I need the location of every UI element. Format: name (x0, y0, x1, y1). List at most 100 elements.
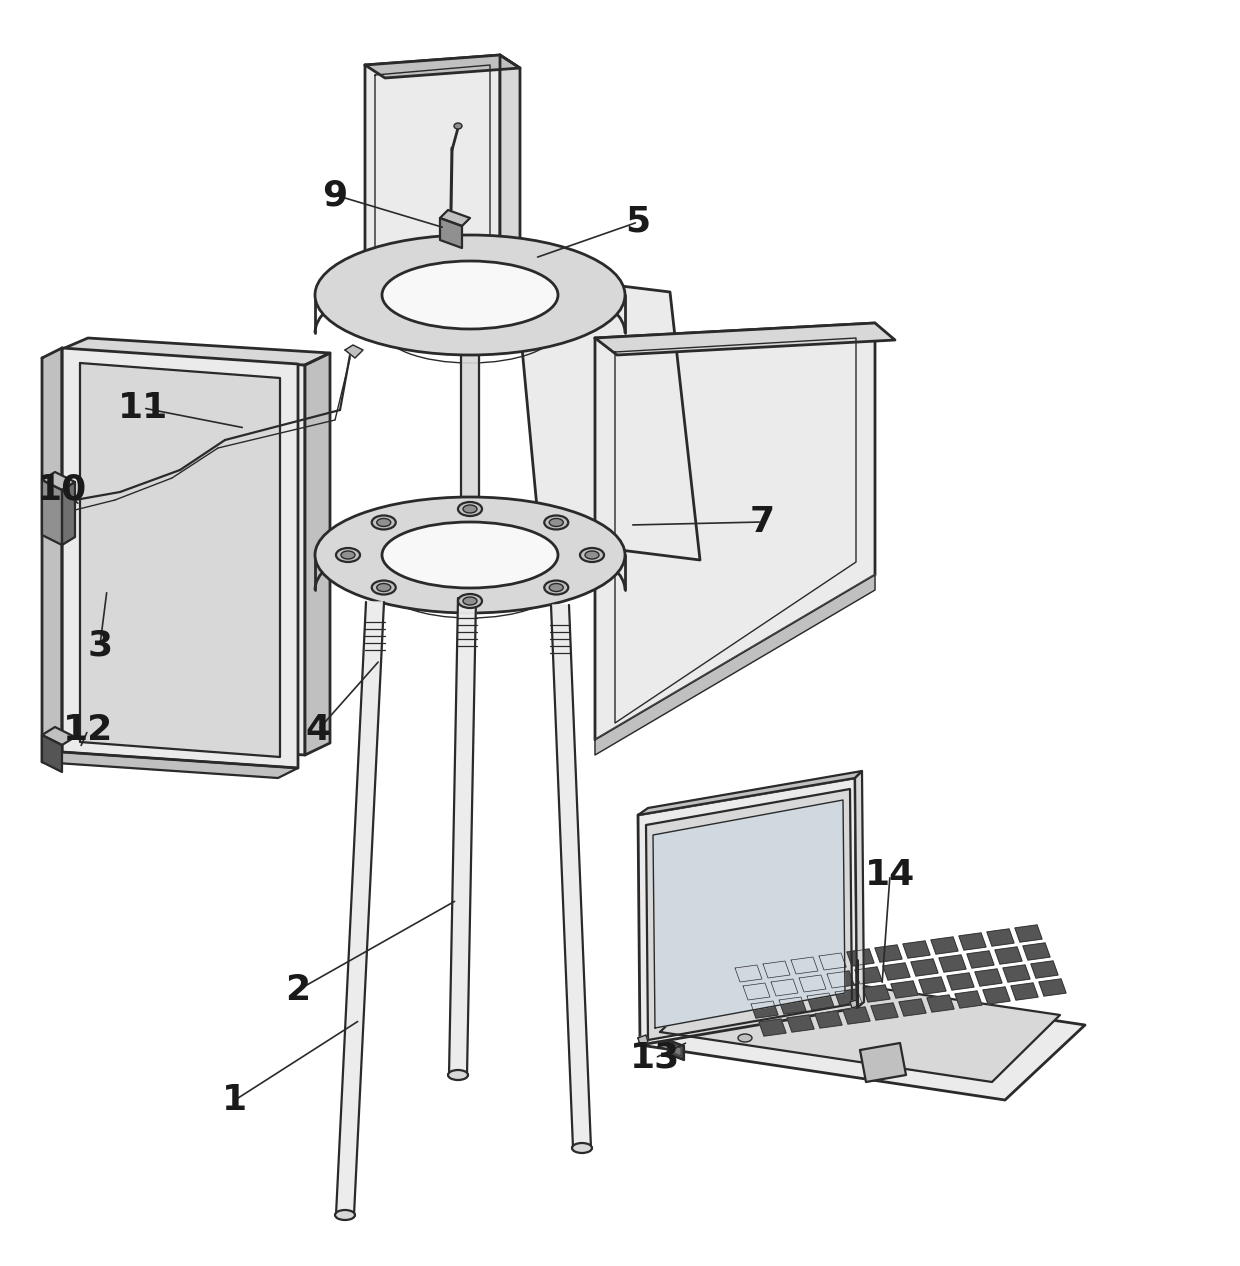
Text: 4: 4 (305, 713, 331, 747)
Polygon shape (735, 965, 763, 982)
Polygon shape (849, 1000, 858, 1008)
Polygon shape (440, 210, 470, 227)
Polygon shape (815, 1012, 842, 1028)
Polygon shape (903, 941, 930, 958)
Polygon shape (660, 966, 1060, 1082)
Polygon shape (983, 987, 1011, 1004)
Ellipse shape (572, 1143, 591, 1153)
Polygon shape (807, 993, 835, 1010)
Ellipse shape (377, 584, 391, 591)
Polygon shape (791, 957, 818, 974)
Polygon shape (62, 348, 298, 768)
Ellipse shape (336, 548, 360, 562)
Ellipse shape (315, 498, 625, 613)
Ellipse shape (315, 235, 625, 354)
Ellipse shape (448, 1070, 467, 1080)
Text: 5: 5 (625, 205, 651, 239)
Polygon shape (42, 736, 62, 772)
Polygon shape (500, 54, 520, 279)
Ellipse shape (544, 581, 568, 595)
Polygon shape (336, 603, 384, 1215)
Polygon shape (1011, 982, 1038, 1000)
Polygon shape (595, 323, 895, 354)
Ellipse shape (382, 522, 558, 587)
Text: 1: 1 (222, 1082, 248, 1117)
Text: 9: 9 (322, 179, 347, 211)
Polygon shape (919, 977, 946, 994)
Ellipse shape (549, 519, 563, 527)
Polygon shape (1023, 943, 1050, 960)
Polygon shape (81, 363, 280, 757)
Ellipse shape (463, 598, 477, 605)
Polygon shape (875, 944, 901, 962)
Polygon shape (763, 961, 790, 979)
Polygon shape (60, 338, 330, 365)
Polygon shape (515, 273, 701, 560)
Ellipse shape (738, 1034, 751, 1042)
Polygon shape (863, 985, 890, 1001)
Polygon shape (639, 1036, 649, 1044)
Ellipse shape (463, 505, 477, 513)
Polygon shape (668, 1039, 684, 1060)
Polygon shape (1039, 979, 1066, 996)
Polygon shape (870, 1003, 898, 1020)
Text: 11: 11 (118, 391, 169, 425)
Polygon shape (42, 480, 62, 544)
Polygon shape (994, 947, 1022, 963)
Polygon shape (42, 752, 298, 779)
Polygon shape (595, 575, 875, 755)
Polygon shape (449, 598, 476, 1075)
Polygon shape (975, 968, 1002, 986)
Polygon shape (639, 771, 862, 815)
Polygon shape (947, 974, 973, 990)
Ellipse shape (458, 503, 482, 517)
Ellipse shape (580, 548, 604, 562)
Polygon shape (759, 1019, 786, 1036)
Polygon shape (967, 951, 994, 968)
Polygon shape (861, 1043, 906, 1082)
Polygon shape (771, 979, 799, 996)
Polygon shape (818, 953, 846, 970)
Polygon shape (345, 346, 363, 358)
Text: 3: 3 (88, 628, 113, 662)
Ellipse shape (377, 519, 391, 527)
Text: 7: 7 (749, 505, 775, 539)
Ellipse shape (458, 594, 482, 608)
Ellipse shape (549, 584, 563, 591)
Polygon shape (856, 771, 864, 1008)
Polygon shape (928, 995, 954, 1012)
Text: 12: 12 (63, 713, 113, 747)
Ellipse shape (372, 515, 396, 529)
Polygon shape (931, 937, 959, 955)
Text: 2: 2 (285, 974, 310, 1006)
Text: 10: 10 (37, 473, 87, 506)
Text: 13: 13 (630, 1041, 680, 1075)
Ellipse shape (372, 581, 396, 595)
Ellipse shape (382, 261, 558, 329)
Text: 14: 14 (864, 858, 915, 893)
Polygon shape (799, 975, 826, 993)
Polygon shape (787, 1015, 813, 1032)
Polygon shape (670, 1043, 681, 1056)
Polygon shape (1030, 961, 1058, 979)
Ellipse shape (585, 551, 599, 560)
Polygon shape (843, 1006, 870, 1024)
Polygon shape (856, 967, 882, 984)
Polygon shape (987, 929, 1014, 946)
Polygon shape (646, 789, 852, 1039)
Polygon shape (551, 605, 591, 1148)
Polygon shape (305, 353, 330, 755)
Polygon shape (743, 982, 770, 1000)
Ellipse shape (335, 1210, 355, 1220)
Polygon shape (751, 1001, 777, 1018)
Polygon shape (911, 960, 937, 976)
Polygon shape (835, 989, 862, 1006)
Polygon shape (883, 963, 910, 980)
Polygon shape (1003, 965, 1030, 982)
Polygon shape (365, 54, 500, 275)
Polygon shape (42, 727, 74, 744)
Ellipse shape (341, 551, 355, 560)
Polygon shape (939, 955, 966, 972)
Polygon shape (779, 998, 806, 1014)
Polygon shape (440, 218, 463, 248)
